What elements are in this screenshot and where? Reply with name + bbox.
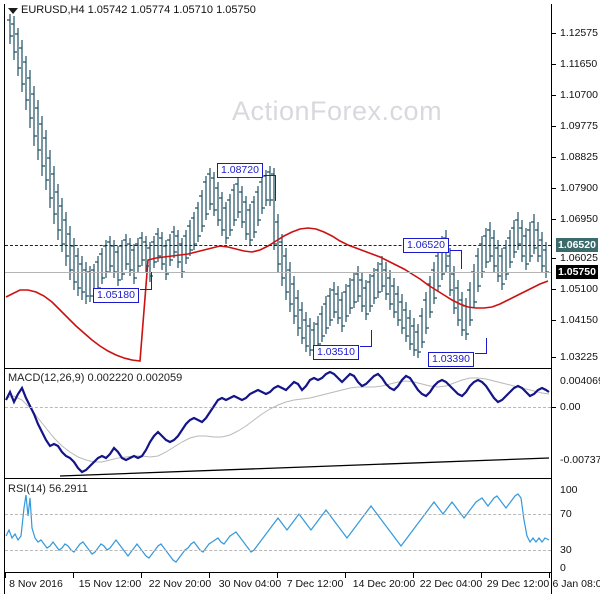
x-axis-label: 6 Jan 08:00 [552,578,600,590]
price-label-1-03390-connector [475,353,487,354]
y-axis-label: 1.07900 [560,182,598,194]
price-label-resistance-connector [450,250,462,251]
y-tick [552,95,556,96]
rsi-axis-label-0: 0 [560,562,566,574]
price-label-1-03510-connector [360,346,372,347]
x-tick [481,573,482,578]
price-label-high-1-08720[interactable]: 1.08720 [217,163,263,178]
x-tick [5,573,6,578]
rsi-plot [5,493,550,563]
rsi-axis-label-30: 30 [560,544,572,556]
chevron-down-icon[interactable] [8,8,18,14]
y-axis-label: 1.06950 [560,213,598,225]
x-axis-label: 29 Dec 12:00 [486,578,550,590]
resistance-price-tag: 1.06520 [556,238,598,252]
macd-axis-label-min: -0.007377 [560,454,600,466]
left-axis-line [4,4,5,594]
x-axis-label: 7 Dec 12:00 [286,578,344,590]
watermark: ActionForex.com [232,96,443,126]
macd-axis-label-zero: 0.00 [560,401,581,413]
y-axis-label: 1.09775 [560,120,598,132]
x-tick [209,573,210,578]
macd-axis-label-max: 0.004069 [560,375,600,387]
macd-zero-line [5,407,551,408]
y-tick [552,126,556,127]
price-label-high-stem [275,176,276,201]
y-axis-label: 1.03225 [560,351,598,363]
y-tick [552,357,556,358]
y-axis-label: 1.04150 [560,314,598,326]
y-tick [552,320,556,321]
x-tick [413,573,414,578]
y-tick [552,33,556,34]
x-axis-label: 15 Nov 12:00 [78,578,142,590]
y-tick [552,289,556,290]
moving-average-left-segment [6,291,102,366]
y-axis-label: 1.06025 [560,252,598,264]
rsi-axis-label-100: 100 [560,484,578,496]
x-tick [141,573,142,578]
y-tick [552,219,556,220]
x-tick [73,573,74,578]
y-axis-label: 1.10700 [560,89,598,101]
price-label-high-connector [264,175,276,176]
macd-indicator-label: MACD(12,26,9) 0.002220 0.002059 [8,372,183,384]
x-axis-label: 14 Dec 20:00 [352,578,416,590]
macd-panel-divider [4,368,552,369]
chart-header-info: EURUSD,H4 1.05742 1.05774 1.05710 1.0575… [21,4,256,16]
current-price-tag: 1.05750 [556,265,598,279]
y-axis-label: 1.05100 [560,283,598,295]
macd-plot [5,370,550,477]
macd-zero-tick [552,407,556,408]
price-label-resistance-1-06520[interactable]: 1.06520 [403,238,449,253]
price-label-1-05180-connector [140,289,152,290]
price-label-1-03390-stem [486,338,487,354]
resistance-level-line [5,245,551,246]
price-label-1-05180-stem [151,272,152,290]
y-axis-label: 1.08825 [560,151,598,163]
price-label-low-1-05180[interactable]: 1.05180 [93,288,139,303]
y-tick [552,157,556,158]
rsi-indicator-label: RSI(14) 56.2911 [8,483,88,495]
y-tick [552,188,556,189]
price-label-low-1-03390[interactable]: 1.03390 [428,352,474,367]
x-tick [277,573,278,578]
rsi-axis-label-70: 70 [560,508,572,520]
current-price-level-line [5,272,551,273]
right-axis-line [551,4,552,594]
y-axis-label: 1.12575 [560,27,598,39]
x-axis-label: 30 Nov 04:00 [218,578,282,590]
rsi-overbought-line [5,514,551,515]
x-axis-label: 22 Dec 04:00 [419,578,483,590]
price-label-resistance-stem [461,251,462,269]
y-tick [552,64,556,65]
x-tick [345,573,346,578]
y-tick [552,258,556,259]
price-label-1-03510-stem [371,330,372,347]
moving-average-line [5,227,549,362]
rsi-panel-divider [4,478,552,479]
bottom-axis-line [4,572,552,573]
x-axis-label: 8 Nov 2016 [9,578,63,590]
x-axis-label: 22 Nov 20:00 [148,578,212,590]
x-tick [549,573,550,578]
price-label-low-1-03510[interactable]: 1.03510 [313,345,359,360]
rsi-oversold-line [5,550,551,551]
y-axis-label: 1.11650 [560,58,598,70]
